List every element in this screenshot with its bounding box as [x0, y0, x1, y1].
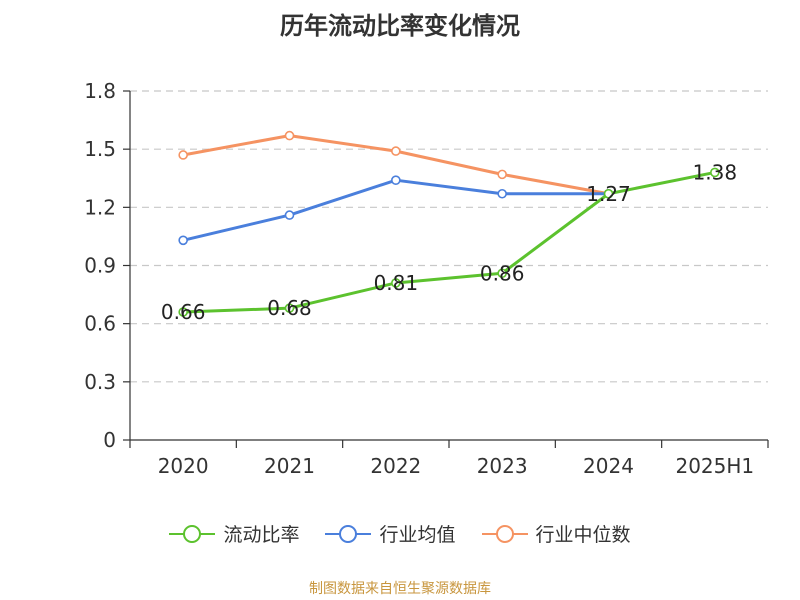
x-tick-label: 2022 — [370, 454, 421, 478]
y-tick-label: 1.2 — [84, 195, 116, 219]
legend-symbol-icon — [325, 524, 372, 544]
source-note: 制图数据来自恒生聚源数据库 — [309, 581, 491, 597]
series-line — [183, 170, 716, 314]
legend-item[interactable]: 行业中位数 — [481, 520, 631, 547]
data-label: 1.27 — [586, 182, 631, 206]
x-tick-label: 2020 — [158, 454, 209, 478]
data-label: 0.86 — [480, 261, 525, 285]
data-point — [178, 235, 188, 246]
data-point — [284, 210, 295, 220]
data-point — [391, 146, 401, 156]
x-tick-label: 2024 — [583, 454, 634, 478]
data-point — [391, 278, 401, 288]
y-tick-label: 0.3 — [84, 370, 116, 394]
data-labels: 0.66 0.68 0.81 0.86 1.27 1.38 — [161, 160, 737, 324]
legend-symbol-icon — [169, 524, 216, 544]
series-lines — [178, 130, 720, 317]
x-tick-label: 2025H1 — [675, 454, 754, 478]
data-point — [391, 175, 401, 185]
data-label: 0.68 — [267, 296, 312, 320]
legend-label: 行业中位数 — [535, 524, 631, 546]
legend: 流动比率 行业均值 行业中位数 — [0, 520, 800, 547]
x-tick-label: 2021 — [264, 454, 315, 478]
data-label: 0.66 — [161, 300, 206, 324]
legend-label: 行业均值 — [379, 524, 456, 546]
y-tick-label: 1.8 — [84, 79, 116, 103]
data-point — [284, 303, 295, 313]
data-point — [497, 268, 507, 279]
data-point — [284, 130, 295, 141]
data-label: 1.38 — [693, 160, 738, 184]
axes: 0 0.3 0.6 0.9 1.2 1.5 1.8 2020 2021 2022 2023 2024 2… — [84, 79, 769, 478]
data-point — [497, 188, 507, 199]
chart-title: 历年流动比率变化情况 — [280, 12, 520, 40]
grid-lines — [130, 90, 768, 383]
legend-item[interactable]: 行业均值 — [325, 520, 456, 547]
y-tick-label: 1.5 — [84, 137, 116, 161]
y-tick-label: 0.9 — [84, 254, 116, 278]
data-point — [178, 307, 188, 317]
x-tick-label: 2023 — [477, 454, 528, 478]
data-point — [603, 188, 614, 199]
legend-symbol-icon — [481, 524, 528, 544]
legend-item[interactable]: 流动比率 — [169, 520, 299, 547]
legend-label: 流动比率 — [223, 524, 300, 546]
series-line — [182, 134, 609, 196]
data-point — [178, 150, 188, 160]
data-label: 0.81 — [374, 271, 419, 295]
series-line — [182, 178, 609, 242]
y-tick-label: 0.6 — [84, 312, 116, 336]
y-tick-label: 0 — [103, 428, 116, 452]
data-point — [497, 169, 507, 180]
data-point — [710, 167, 720, 178]
